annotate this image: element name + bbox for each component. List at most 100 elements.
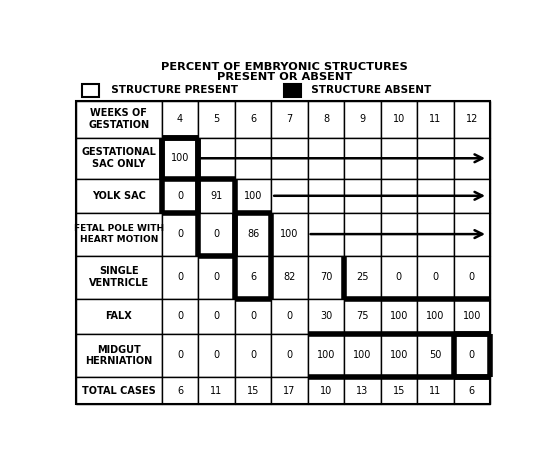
Bar xyxy=(417,101,453,137)
Bar xyxy=(235,101,271,137)
Bar xyxy=(198,377,235,404)
Bar xyxy=(381,377,417,404)
Text: 100: 100 xyxy=(280,229,299,239)
Text: 7: 7 xyxy=(286,114,292,124)
Text: WEEKS OF
GESTATION: WEEKS OF GESTATION xyxy=(88,109,149,130)
Text: 12: 12 xyxy=(466,114,478,124)
Text: YOLK SAC: YOLK SAC xyxy=(92,191,146,201)
Text: 0: 0 xyxy=(250,311,256,322)
Bar xyxy=(307,137,344,179)
Bar xyxy=(453,213,490,256)
Text: 70: 70 xyxy=(320,272,332,282)
Bar xyxy=(381,299,417,334)
Bar xyxy=(381,213,417,256)
Text: 6: 6 xyxy=(250,272,256,282)
Bar xyxy=(235,256,271,299)
Text: 11: 11 xyxy=(429,114,441,124)
Text: 9: 9 xyxy=(359,114,366,124)
Text: 100: 100 xyxy=(244,191,262,201)
Bar xyxy=(162,377,198,404)
Bar xyxy=(76,377,162,404)
Bar xyxy=(198,256,235,299)
Bar xyxy=(284,83,301,97)
Bar xyxy=(381,137,417,179)
Text: 91: 91 xyxy=(210,191,223,201)
Bar xyxy=(198,299,235,334)
Text: SINGLE
VENTRICLE: SINGLE VENTRICLE xyxy=(89,267,149,288)
Bar xyxy=(417,377,453,404)
Text: MIDGUT
HERNIATION: MIDGUT HERNIATION xyxy=(85,344,153,366)
Bar xyxy=(235,213,271,256)
Bar xyxy=(453,256,490,299)
Bar xyxy=(235,377,271,404)
Bar xyxy=(344,179,381,213)
Bar xyxy=(417,137,453,179)
Bar xyxy=(453,179,490,213)
Text: 6: 6 xyxy=(469,386,475,396)
Text: 5: 5 xyxy=(214,114,220,124)
Text: 8: 8 xyxy=(323,114,329,124)
Text: 6: 6 xyxy=(250,114,256,124)
Text: 6: 6 xyxy=(177,386,183,396)
Bar xyxy=(417,213,453,256)
Text: 0: 0 xyxy=(286,311,292,322)
Text: 15: 15 xyxy=(393,386,405,396)
Text: 10: 10 xyxy=(320,386,332,396)
Text: 13: 13 xyxy=(356,386,369,396)
Text: 15: 15 xyxy=(247,386,259,396)
Bar xyxy=(344,377,381,404)
Bar xyxy=(307,101,344,137)
Text: TOTAL CASES: TOTAL CASES xyxy=(82,386,156,396)
Text: 4: 4 xyxy=(177,114,183,124)
Bar xyxy=(271,299,307,334)
Bar xyxy=(198,101,235,137)
Text: 0: 0 xyxy=(177,191,183,201)
Bar xyxy=(417,256,453,299)
Text: 100: 100 xyxy=(390,350,408,360)
Bar xyxy=(381,334,417,377)
Bar xyxy=(162,101,198,137)
Text: 0: 0 xyxy=(250,350,256,360)
Bar xyxy=(417,179,453,213)
Bar xyxy=(76,179,162,213)
Text: 0: 0 xyxy=(432,272,438,282)
Bar xyxy=(307,299,344,334)
Bar xyxy=(307,334,344,377)
Text: 82: 82 xyxy=(283,272,296,282)
Bar xyxy=(381,256,417,299)
Bar xyxy=(162,256,198,299)
Bar xyxy=(271,179,307,213)
Text: STRUCTURE PRESENT: STRUCTURE PRESENT xyxy=(104,85,238,95)
Text: GESTATIONAL
SAC ONLY: GESTATIONAL SAC ONLY xyxy=(82,147,157,169)
Bar xyxy=(344,137,381,179)
Bar xyxy=(344,299,381,334)
Bar xyxy=(307,256,344,299)
Text: 0: 0 xyxy=(177,229,183,239)
Text: 0: 0 xyxy=(177,311,183,322)
Bar xyxy=(344,256,381,299)
Text: 75: 75 xyxy=(356,311,369,322)
Text: 0: 0 xyxy=(214,311,220,322)
Text: 86: 86 xyxy=(247,229,259,239)
Bar xyxy=(344,213,381,256)
Bar xyxy=(271,137,307,179)
Bar xyxy=(344,334,381,377)
Text: 0: 0 xyxy=(177,272,183,282)
Text: 0: 0 xyxy=(396,272,402,282)
Text: 25: 25 xyxy=(356,272,369,282)
Bar xyxy=(307,179,344,213)
Text: 0: 0 xyxy=(469,272,475,282)
Bar xyxy=(271,213,307,256)
Bar xyxy=(271,101,307,137)
Bar xyxy=(82,83,99,97)
Text: 0: 0 xyxy=(214,272,220,282)
Bar xyxy=(344,101,381,137)
Bar xyxy=(271,334,307,377)
Bar xyxy=(198,213,235,256)
Bar xyxy=(271,377,307,404)
Text: 100: 100 xyxy=(317,350,335,360)
Bar xyxy=(198,179,235,213)
Text: 30: 30 xyxy=(320,311,332,322)
Bar xyxy=(198,137,235,179)
Bar xyxy=(417,334,453,377)
